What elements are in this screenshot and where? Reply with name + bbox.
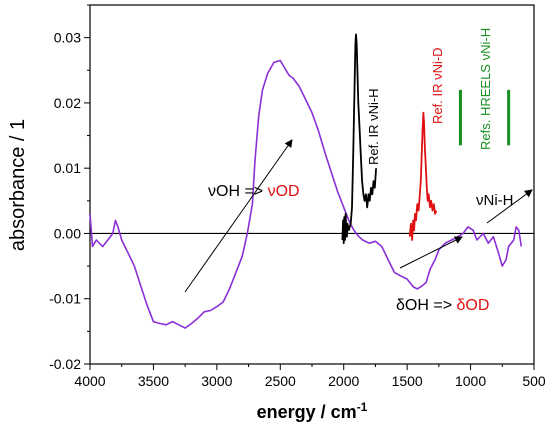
voh-label: νOH => xyxy=(208,183,268,200)
x-tick-label: 3000 xyxy=(201,373,232,389)
x-tick-label: 2500 xyxy=(265,373,296,389)
y-tick-label: -0.01 xyxy=(49,291,81,307)
x-tick-label: 1500 xyxy=(392,373,423,389)
y-tick-label: -0.02 xyxy=(49,356,81,372)
series-line-1 xyxy=(341,33,377,245)
x-axis-ticks: 4000 3500 3000 2500 2000 1500 1000 500 xyxy=(74,364,546,389)
annotation-refs-hreels: Refs. HREELS νNi-H xyxy=(478,28,493,150)
y-axis-title: absorbance / 1 xyxy=(7,119,29,251)
y-tick-label: 0.01 xyxy=(54,160,81,176)
series-line-2 xyxy=(408,111,438,241)
x-tick-label: 500 xyxy=(522,373,546,389)
x-tick-label: 3500 xyxy=(138,373,169,389)
annotation-ref-ir-nid: Ref. IR νNi-D xyxy=(430,47,445,124)
y-tick-label: 0.03 xyxy=(54,30,81,46)
x-axis-title-main: energy / cm xyxy=(257,402,357,422)
vod-label: νOD xyxy=(268,183,300,200)
x-axis-title: energy / cm-1 xyxy=(257,400,368,422)
x-tick-label: 4000 xyxy=(74,373,105,389)
voh-arrow xyxy=(184,139,293,293)
y-tick-label: 0.00 xyxy=(54,225,81,241)
annotation-doh-dod: δOH => δOD xyxy=(396,297,489,314)
doh-label: δOH => xyxy=(396,297,456,314)
x-tick-label: 1000 xyxy=(455,373,486,389)
series-layer xyxy=(89,33,523,329)
doh-arrow xyxy=(399,236,463,269)
series-line-0 xyxy=(89,59,523,329)
y-axis-ticks: -0.02 -0.01 0.00 0.01 0.02 0.03 xyxy=(49,4,90,372)
vnih-arrow xyxy=(486,189,533,224)
y-tick-label: 0.02 xyxy=(54,95,81,111)
annotation-ref-ir-nih: Ref. IR νNi-H xyxy=(366,88,381,165)
x-axis-title-sup: -1 xyxy=(357,400,368,414)
dod-label: δOD xyxy=(456,297,489,314)
hreels-reference-bars xyxy=(458,89,511,146)
annotation-voh-vod: νOH => νOD xyxy=(208,183,300,200)
annotation-vnih: νNi-H xyxy=(476,192,514,209)
x-tick-label: 2000 xyxy=(328,373,359,389)
